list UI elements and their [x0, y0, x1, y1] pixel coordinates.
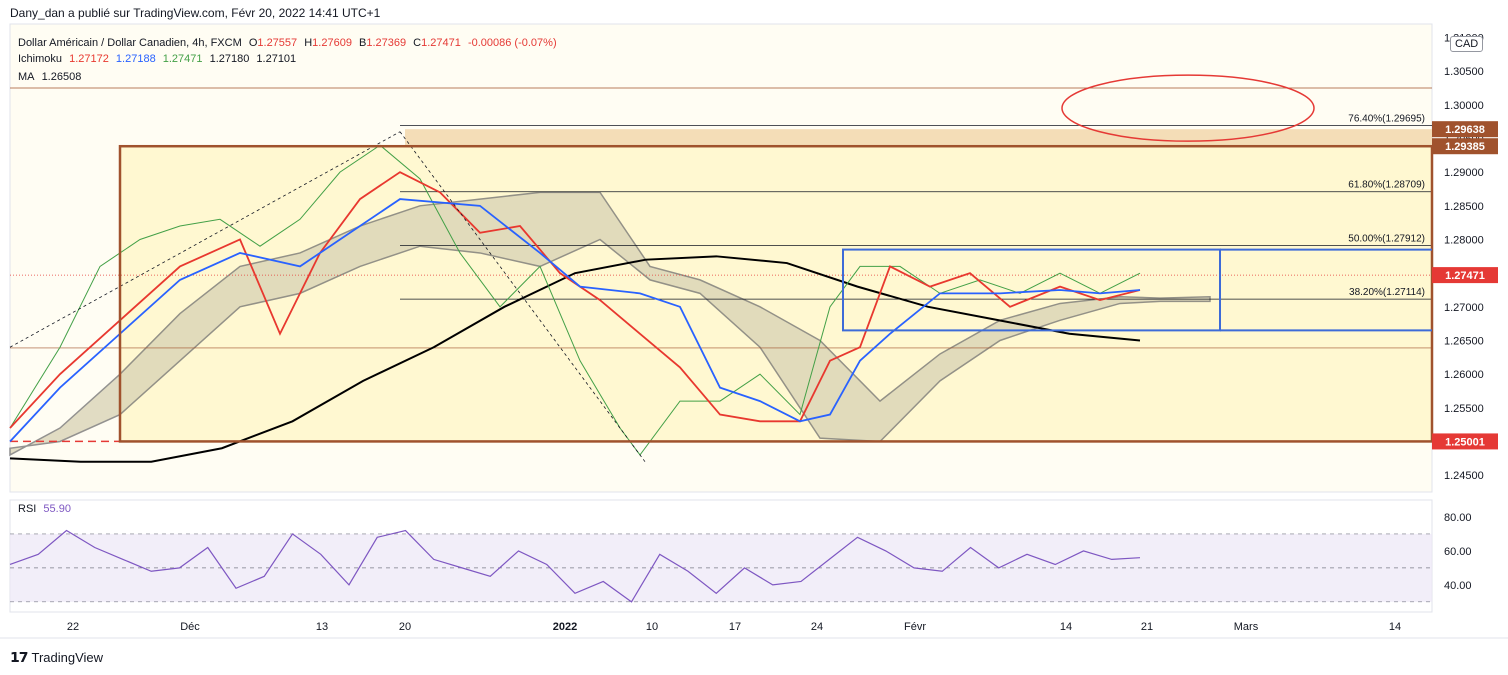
time-tick-5: 10 [646, 621, 658, 633]
symbol-legend: Dollar Américain / Dollar Canadien, 4h, … [18, 37, 561, 49]
ma-legend: MA 1.26508 [18, 71, 85, 83]
time-tick-7: 24 [811, 621, 823, 633]
price-tick-8: 1.28500 [1444, 201, 1484, 213]
rsi-tick-2: 80.00 [1444, 512, 1472, 524]
rsi-label: RSI [18, 503, 37, 515]
open-label: O [248, 37, 258, 49]
ma-line [9, 255, 1141, 463]
price-tick-0: 1.24500 [1444, 470, 1484, 482]
resistance-band [405, 129, 1432, 147]
price-tick-9: 1.29000 [1444, 167, 1484, 179]
time-tick-12: 14 [1389, 621, 1401, 633]
tradingview-label: TradingView [31, 650, 104, 665]
high-label: H [304, 37, 313, 49]
time-tick-10: 21 [1141, 621, 1153, 633]
low-value: 1.27369 [366, 37, 407, 49]
tradingview-logo-icon: 𝟭𝟳 [10, 649, 29, 665]
chikou-line [9, 144, 1141, 456]
ichimoku-cloud [9, 191, 1211, 457]
price-tick-3: 1.26000 [1444, 369, 1484, 381]
tradingview-brand[interactable]: 𝟭𝟳 TradingView [10, 649, 103, 666]
low-label: B [359, 37, 367, 49]
price-tag-bg-0 [1432, 121, 1498, 138]
rsi-legend: RSI 55.90 [18, 503, 75, 515]
kijun-line [9, 198, 1141, 443]
high-value: 1.27609 [312, 37, 352, 49]
range-box [118, 144, 1434, 443]
price-tick-5: 1.27000 [1444, 302, 1484, 314]
tenkan-line [9, 171, 1141, 429]
price-tick-2: 1.25500 [1444, 403, 1484, 415]
price-tag-2: 1.27471 [1445, 270, 1485, 282]
time-tick-3: 20 [399, 621, 411, 633]
ma-value: 1.26508 [41, 71, 82, 83]
open-value: 1.27557 [257, 37, 298, 49]
time-tick-1: Déc [180, 621, 200, 633]
trendline-up [9, 131, 401, 348]
time-tick-2: 13 [316, 621, 328, 633]
fib-label-0: 76.40%(1.29695) [1348, 113, 1425, 124]
rsi-value: 55.90 [43, 503, 71, 515]
price-tick-4: 1.26500 [1444, 335, 1484, 347]
price-tag-bg-1 [1432, 138, 1498, 155]
rsi-tick-1: 60.00 [1444, 546, 1472, 558]
close-value: 1.27471 [421, 37, 461, 49]
price-tick-12: 1.30500 [1444, 66, 1484, 78]
currency-label: CAD [1450, 36, 1484, 52]
fib-label-1: 61.80%(1.28709) [1348, 180, 1425, 191]
price-tag-3: 1.25001 [1445, 436, 1485, 448]
time-tick-11: Mars [1234, 621, 1259, 633]
ichimoku-legend: Ichimoku 1.27172 1.27188 1.27471 1.27180… [18, 53, 300, 65]
ichimoku-label: Ichimoku [18, 53, 63, 65]
price-tick-7: 1.28000 [1444, 234, 1484, 246]
price-tag-0: 1.29638 [1445, 124, 1485, 136]
rsi-line [9, 529, 1141, 603]
time-tick-9: 14 [1060, 621, 1072, 633]
ichimoku-chikou: 1.27471 [162, 53, 203, 65]
trendline-down [399, 131, 646, 462]
ichimoku-span-b: 1.27101 [256, 53, 297, 65]
ichimoku-span-a: 1.27180 [209, 53, 250, 65]
close-label: C [413, 37, 422, 49]
time-tick-4: 2022 [553, 621, 577, 633]
price-tag-bg-2 [1432, 267, 1498, 284]
price-tag-1: 1.29385 [1445, 141, 1485, 153]
symbol-name: Dollar Américain / Dollar Canadien, 4h, … [18, 37, 242, 49]
ichimoku-kijun: 1.27188 [115, 53, 156, 65]
ma-label: MA [18, 71, 35, 83]
change-value: -0.00086 (-0.07%) [467, 37, 557, 49]
range-zone [120, 146, 1432, 442]
target-ellipse [1061, 74, 1315, 142]
time-tick-0: 22 [67, 621, 79, 633]
price-tick-11: 1.30000 [1444, 100, 1484, 112]
time-tick-6: 17 [729, 621, 741, 633]
price-tag-bg-3 [1432, 433, 1498, 450]
time-tick-8: Févr [904, 621, 926, 633]
ichimoku-tenkan: 1.27172 [69, 53, 109, 65]
fib-label-3: 38.20%(1.27114) [1349, 287, 1425, 298]
fib-label-2: 50.00%(1.27912) [1348, 233, 1425, 244]
rsi-tick-0: 40.00 [1444, 580, 1472, 592]
consolidation-box [842, 248, 1221, 332]
publish-header: Dany_dan a publié sur TradingView.com, F… [10, 6, 381, 20]
